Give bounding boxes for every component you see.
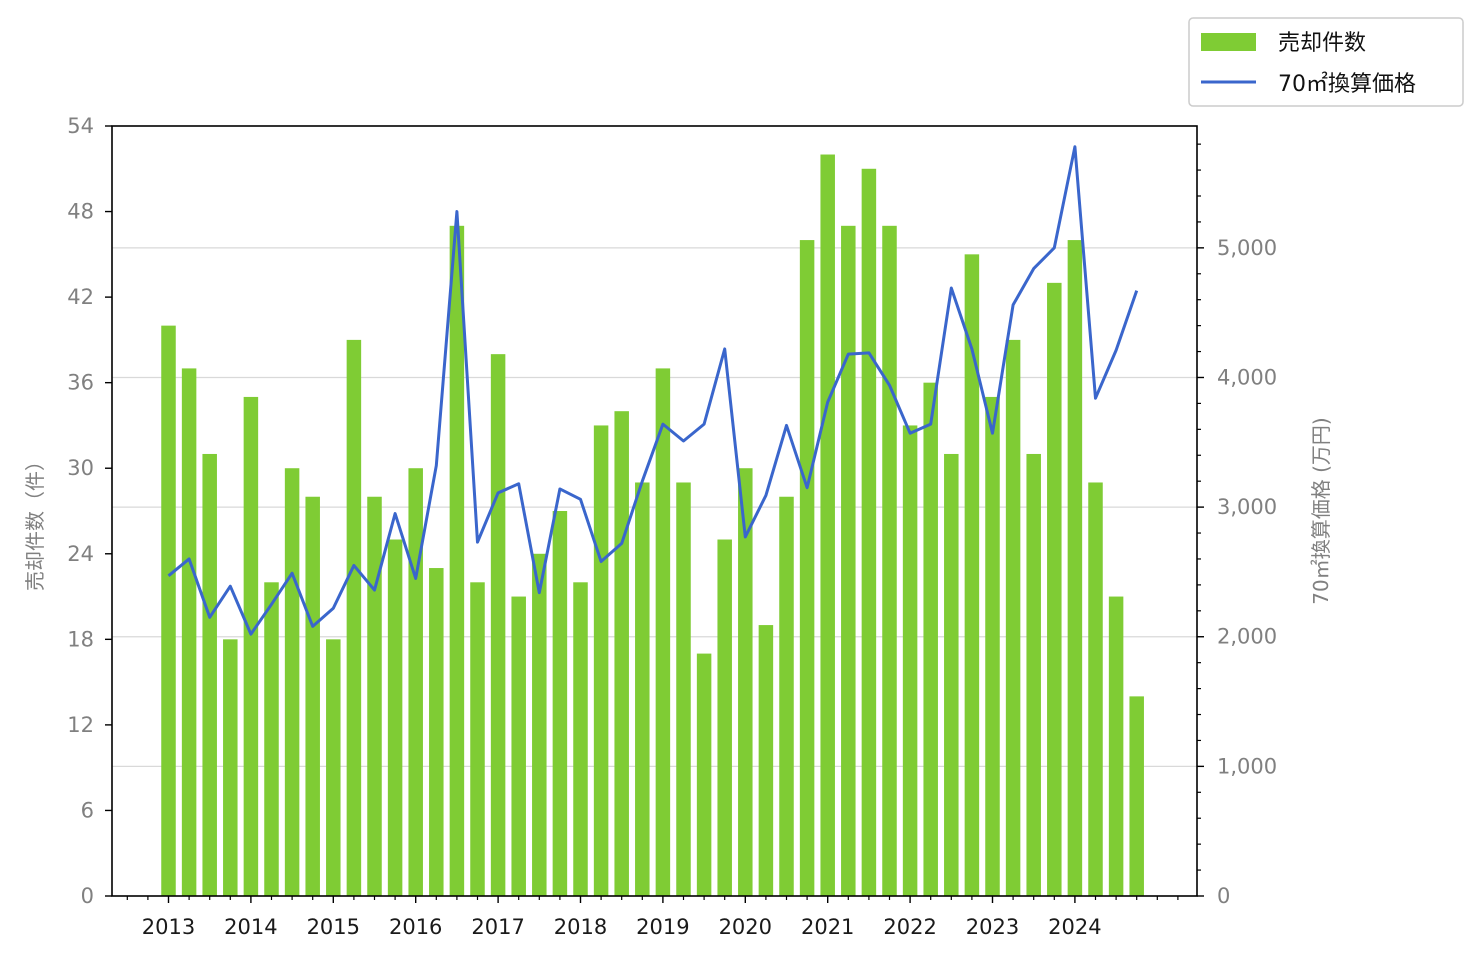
bar — [655, 368, 671, 896]
left-tick-label: 48 — [67, 200, 94, 224]
x-tick-label: 2016 — [389, 915, 442, 939]
bar — [532, 553, 547, 896]
bar — [841, 225, 856, 896]
bar — [696, 653, 712, 896]
bar — [820, 154, 835, 896]
bar — [985, 396, 1000, 896]
bar — [264, 582, 279, 896]
left-y-axis: 0 6 12 18 24 30 36 42 48 54 — [67, 114, 112, 908]
legend-box — [1188, 17, 1464, 107]
x-tick-label: 2015 — [307, 915, 360, 939]
x-tick-label: 2024 — [1048, 915, 1101, 939]
legend-label-price: 70㎡換算価格 — [1278, 71, 1416, 97]
plot-frame — [111, 125, 1198, 897]
right-tick-label: 2,000 — [1217, 625, 1277, 649]
x-tick-label: 2019 — [636, 915, 689, 939]
x-tick-label: 2023 — [966, 915, 1019, 939]
x-tick-label: 2014 — [224, 915, 277, 939]
x-tick-label: 2022 — [883, 915, 936, 939]
bar — [902, 425, 918, 896]
bar — [449, 225, 465, 896]
x-tick-label: 2017 — [471, 915, 524, 939]
bar — [284, 468, 300, 896]
bar — [799, 240, 815, 896]
bar — [758, 625, 774, 896]
bar — [861, 168, 877, 896]
bar — [593, 425, 609, 896]
bar — [635, 482, 650, 896]
right-tick-label: 3,000 — [1217, 495, 1277, 519]
left-tick-label: 30 — [67, 456, 94, 480]
bar — [305, 496, 320, 896]
bar — [429, 568, 444, 896]
right-tick-label: 5,000 — [1217, 236, 1277, 260]
right-tick-label: 4,000 — [1217, 365, 1277, 389]
bar — [243, 396, 259, 896]
bar — [511, 596, 526, 896]
bar — [573, 582, 588, 896]
bar — [181, 368, 197, 896]
bar — [1047, 282, 1062, 897]
x-tick-label: 2018 — [554, 915, 607, 939]
bar — [202, 453, 217, 896]
line-series — [167, 145, 1139, 636]
right-tick-label: 0 — [1217, 884, 1230, 908]
x-tick-label: 2013 — [142, 915, 195, 939]
bar — [882, 225, 897, 896]
bar — [161, 325, 176, 896]
x-tick-label: 2020 — [719, 915, 772, 939]
left-tick-label: 6 — [81, 798, 94, 822]
left-tick-label: 18 — [67, 627, 94, 651]
left-axis-title: 売却件数（件） — [23, 451, 47, 591]
bar — [923, 382, 938, 897]
bar — [387, 539, 403, 896]
bar — [1067, 240, 1083, 896]
left-tick-label: 24 — [67, 542, 94, 566]
bar — [1005, 339, 1021, 896]
bar — [1026, 453, 1041, 896]
right-y-axis: 0 1,000 2,000 3,000 4,000 5,000 — [1197, 143, 1277, 908]
bar — [944, 453, 959, 896]
left-tick-label: 0 — [81, 884, 94, 908]
bar — [614, 411, 629, 896]
bar — [1108, 596, 1124, 896]
right-axis-title: 70㎡換算価格 (万円) — [1309, 417, 1333, 604]
bar — [326, 639, 341, 896]
bar — [738, 468, 753, 896]
bar — [964, 254, 980, 897]
bar — [408, 468, 423, 896]
bar — [779, 496, 794, 896]
legend-label-sales-count: 売却件数 — [1278, 31, 1366, 56]
left-tick-label: 42 — [67, 285, 94, 309]
left-tick-label: 54 — [67, 114, 94, 138]
price-line — [167, 145, 1139, 636]
bar — [346, 339, 362, 896]
bar — [1129, 696, 1144, 896]
legend: 売却件数 70㎡換算価格 — [1188, 17, 1464, 107]
bar-series — [161, 154, 1144, 897]
x-axis: 2013 2014 2015 2016 2017 2018 2019 2020 2021 2022… — [126, 896, 1179, 939]
bar — [490, 354, 506, 896]
left-tick-label: 36 — [67, 371, 94, 395]
bar — [470, 582, 485, 896]
bar — [552, 511, 568, 896]
legend-bar-swatch — [1201, 33, 1256, 51]
right-tick-label: 1,000 — [1217, 754, 1277, 778]
bar — [717, 539, 732, 896]
bar — [676, 482, 691, 896]
x-tick-label: 2021 — [801, 915, 854, 939]
bar — [367, 496, 382, 896]
bar — [1088, 482, 1103, 896]
bar — [223, 639, 238, 896]
left-tick-label: 12 — [67, 713, 94, 737]
